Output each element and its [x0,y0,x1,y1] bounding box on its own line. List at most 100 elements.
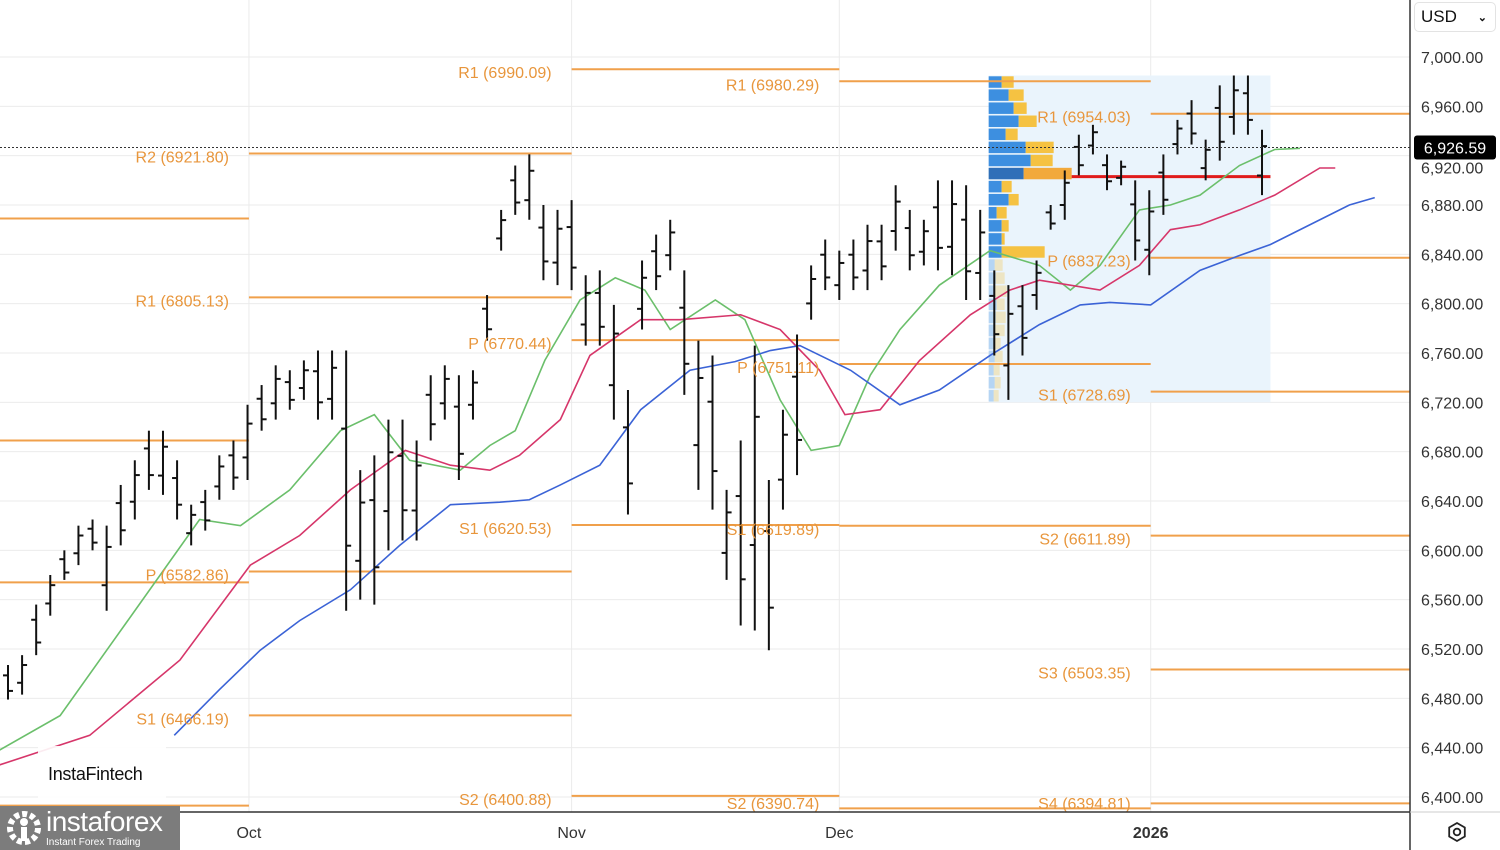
ohlc-bar [552,209,563,286]
pivot-label: P (6751.11) [737,360,819,377]
pivot-label: P (6770.44) [468,336,551,353]
pivot-label: S4 (6394.81) [1038,796,1131,813]
pivot-label: S1 (6620.53) [459,521,552,538]
ohlc-bar [1073,134,1084,176]
volume-bar-sell [993,363,1000,376]
x-tick-label: Nov [557,825,585,842]
ohlc-bar [735,440,746,626]
ohlc-bar [31,604,42,656]
ohlc-bar [1087,124,1098,155]
ohlc-bar [1186,100,1197,145]
ohlc-bar [1200,139,1211,181]
ohlc-bar [129,460,140,520]
ohlc-bar [524,154,535,220]
ohlc-bar [679,270,690,395]
currency-select[interactable]: USD ⌄ [1414,2,1496,32]
ohlc-bar [115,484,126,546]
ohlc-bar [947,180,958,276]
volume-bar-sell [1005,128,1018,141]
ohlc-bar [17,655,28,695]
ohlc-bar [383,419,394,551]
ohlc-bar [355,470,366,600]
pivot-label: S2 (6390.74) [727,796,820,813]
y-tick-label: 6,840.00 [1421,247,1483,264]
ohlc-bar [1031,260,1042,310]
settings-gear-icon[interactable] [1446,821,1468,843]
pivot-label: R1 (6954.03) [1037,110,1130,127]
volume-bar-buy [988,180,1002,193]
volume-bar-sell [1013,102,1027,114]
ohlc-bar [763,480,774,651]
volume-bar-buy [988,128,1006,141]
volume-bar-buy [988,220,1002,232]
ohlc-bar [608,304,619,420]
ohlc-bar [172,460,183,520]
ohlc-bar [876,224,887,281]
ohlc-bar [411,440,422,541]
ohlc-bar [820,239,831,291]
pivot-labels: R2 (6921.80) R1 (6805.13) P (6582.86) S1 (6… [136,65,1131,813]
ohlc-bar [397,419,408,541]
volume-bar-sell [1001,246,1045,258]
ohlc-bar [665,219,676,271]
ohlc-bar [637,260,648,330]
moving-average-line-3 [173,196,1375,736]
ohlc-bar [59,550,70,580]
volume-bar-sell [994,376,1001,389]
ohlc-bar [1003,285,1014,400]
ohlc-bar [256,385,267,431]
volume-bar-sell [996,207,1007,219]
ohlc-bar [749,345,760,631]
volume-bar-buy [988,376,995,389]
volume-bar-sell [994,350,1003,363]
y-tick-label: 6,880.00 [1421,198,1483,215]
ohlc-bar [482,295,493,341]
instafintech-watermark: InstaFintech [38,746,166,802]
volume-bar-sell [1008,193,1019,206]
volume-bar-buy [988,272,996,284]
ohlc-bar [242,404,253,481]
ohlc-bar [143,430,154,490]
ohlc-bar [721,489,732,580]
current-price-label: 6,926.59 [1424,141,1486,158]
ohlc-bar [594,270,605,346]
pivot-levels [0,68,1410,810]
pivot-label: S2 (6400.88) [459,792,552,809]
pivot-label: P (6837.23) [1047,254,1130,271]
ohlc-bar [1228,75,1239,135]
ohlc-bars [3,75,1268,700]
ohlc-bar [270,365,281,420]
ohlc-bar [1158,154,1169,215]
y-tick-label: 6,680.00 [1421,445,1483,462]
volume-bar-buy [988,233,1002,245]
volume-bar-sell [995,311,1006,324]
y-tick-label: 6,480.00 [1421,691,1483,708]
ohlc-bar [693,340,704,490]
ohlc-bar [214,455,225,500]
ohlc-bar [496,209,507,251]
ohlc-bar [932,180,943,271]
y-tick-label: 6,760.00 [1421,346,1483,363]
volume-bar-sell [994,259,1003,271]
volume-bar-buy [988,350,995,363]
pivot-label: S3 (6503.35) [1038,666,1131,683]
volume-bar-sell [1001,233,1005,245]
ohlc-bar [341,350,352,611]
pivot-label: R1 (6980.29) [726,77,819,94]
pivot-label: S1 (6619.89) [727,522,820,539]
ohlc-bar [453,375,464,481]
brand-tagline: Instant Forex Trading [46,837,141,848]
ohlc-bar [862,224,873,291]
y-tick-label: 6,640.00 [1421,494,1483,511]
ohlc-bar [101,525,112,611]
volume-bar-buy [988,207,997,219]
volume-bar-buy [988,259,995,271]
ohlc-bar [890,185,901,251]
ohlc-bar [87,519,98,551]
ohlc-bar [792,334,803,476]
chevron-down-icon: ⌄ [1477,11,1487,24]
pivot-label: S1 (6728.69) [1038,388,1131,405]
ohlc-bar [651,234,662,291]
